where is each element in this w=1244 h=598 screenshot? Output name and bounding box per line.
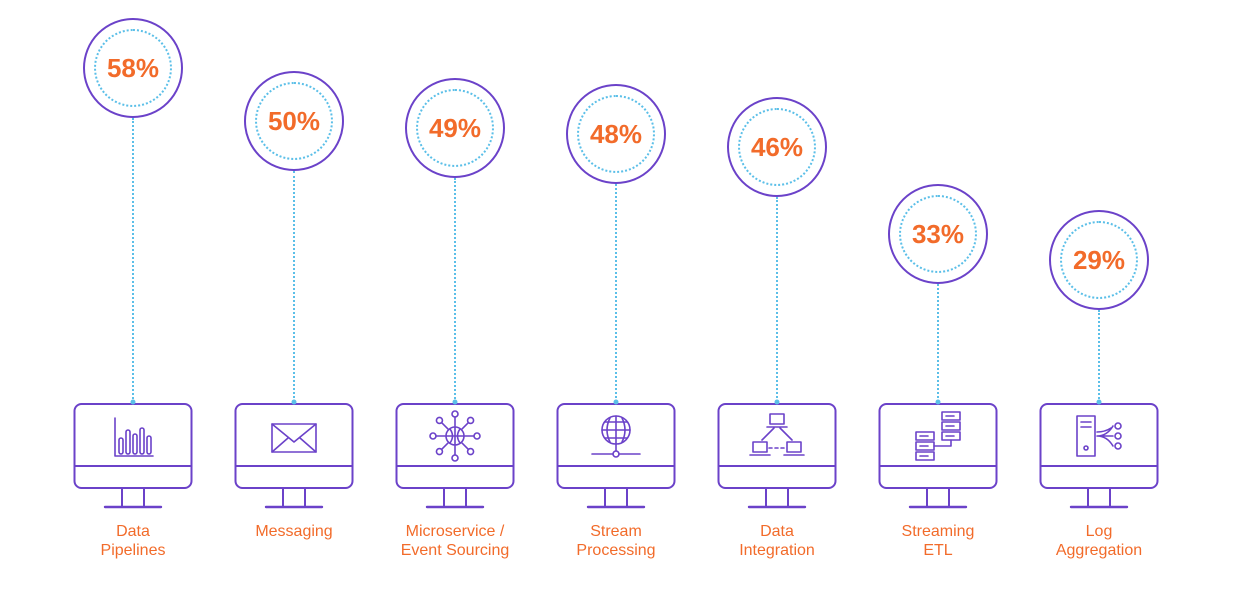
category-label: Messaging xyxy=(214,522,374,541)
dotted-ring xyxy=(1060,221,1138,299)
value-label: 49% xyxy=(428,112,482,143)
monitor xyxy=(395,398,515,516)
category-label: Microservice / Event Sourcing xyxy=(375,522,535,560)
connector-line xyxy=(454,178,456,402)
category-label-line: Aggregation xyxy=(1055,542,1143,559)
bar-chart-icon xyxy=(114,417,154,457)
value-label: 46% xyxy=(750,131,804,162)
monitor xyxy=(234,398,354,516)
connector-line xyxy=(132,118,134,402)
value-label: 48% xyxy=(589,118,643,149)
value-circle: 29% xyxy=(1049,210,1149,310)
value-label: 29% xyxy=(1072,244,1126,275)
category-column: 46% Data Integration xyxy=(697,0,857,598)
connector-line xyxy=(615,184,617,402)
category-label-line: Stream xyxy=(590,523,642,540)
monitor xyxy=(878,398,998,516)
monitor xyxy=(1039,398,1159,516)
category-column: 50% Messaging xyxy=(214,0,374,598)
category-label-line: Microservice / xyxy=(405,523,505,540)
category-label: Stream Processing xyxy=(536,522,696,560)
value-label: 50% xyxy=(267,105,321,136)
value-label: 58% xyxy=(106,52,160,83)
category-label: Log Aggregation xyxy=(1019,522,1179,560)
value-circle: 33% xyxy=(888,184,988,284)
category-label-line: Processing xyxy=(576,542,656,559)
category-label: Streaming ETL xyxy=(858,522,1018,560)
category-label-line: ETL xyxy=(923,542,953,559)
network-computers-icon xyxy=(749,413,805,456)
connector-line xyxy=(293,171,295,402)
category-column: 58% Data Pipelines xyxy=(53,0,213,598)
category-label-line: Data xyxy=(116,523,150,540)
category-label-line: Integration xyxy=(739,542,815,559)
category-column: 29% Log Aggregation xyxy=(1019,0,1179,598)
globe-icon xyxy=(591,415,641,458)
server-stack-icon xyxy=(915,411,961,461)
category-label-line: Pipelines xyxy=(100,542,166,559)
category-label-line: Messaging xyxy=(255,523,333,540)
dotted-ring xyxy=(255,82,333,160)
category-column: 48% Stream Processing xyxy=(536,0,696,598)
dotted-ring xyxy=(94,29,172,107)
category-label-line: Event Sourcing xyxy=(400,542,510,559)
value-label: 33% xyxy=(911,218,965,249)
connector-line xyxy=(937,284,939,402)
envelope-icon xyxy=(271,423,317,453)
category-label-line: Log xyxy=(1085,523,1113,540)
dotted-ring xyxy=(738,108,816,186)
monitor xyxy=(556,398,676,516)
connector-line xyxy=(776,197,778,402)
value-circle: 50% xyxy=(244,71,344,171)
value-circle: 46% xyxy=(727,97,827,197)
category-label: Data Integration xyxy=(697,522,857,560)
dotted-ring xyxy=(577,95,655,173)
category-column: 49% Microservice / Event Sourcing xyxy=(375,0,535,598)
connector-line xyxy=(1098,310,1100,402)
dotted-ring xyxy=(899,195,977,273)
category-label-line: Streaming xyxy=(901,523,975,540)
monitor xyxy=(73,398,193,516)
server-distribution-icon xyxy=(1076,415,1122,457)
value-circle: 49% xyxy=(405,78,505,178)
value-circle: 48% xyxy=(566,84,666,184)
category-label: Data Pipelines xyxy=(53,522,213,560)
network-globe-icon xyxy=(429,410,481,462)
monitor xyxy=(717,398,837,516)
value-circle: 58% xyxy=(83,18,183,118)
category-column: 33% Streaming ETL xyxy=(858,0,1018,598)
dotted-ring xyxy=(416,89,494,167)
category-label-line: Data xyxy=(760,523,794,540)
